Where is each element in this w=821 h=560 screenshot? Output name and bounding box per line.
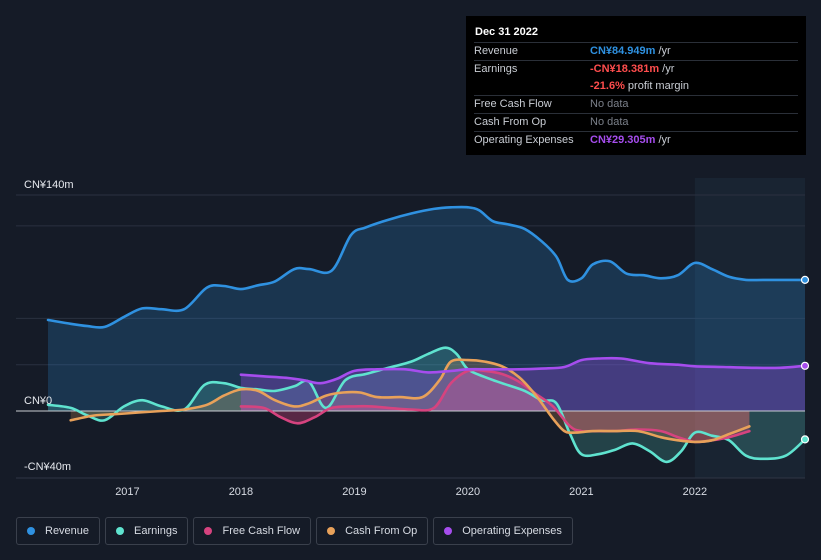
chart-legend: Revenue Earnings Free Cash Flow Cash Fro… — [16, 517, 578, 545]
legend-revenue[interactable]: Revenue — [16, 517, 101, 545]
tooltip-opex-value: CN¥29.305m — [590, 134, 656, 146]
legend-label: Operating Expenses — [462, 525, 562, 537]
tooltip-cfo-value: No data — [590, 116, 629, 128]
tooltip-row-earnings: Earnings -CN¥18.381m /yr — [474, 60, 798, 78]
tooltip-row-revenue: Revenue CN¥84.949m /yr — [474, 42, 798, 60]
series-end-markers — [800, 275, 810, 444]
tooltip-row-free-cash-flow: Free Cash Flow No data — [474, 95, 798, 113]
series-lines — [46, 205, 807, 464]
series-areas — [48, 207, 805, 462]
gridlines — [16, 194, 805, 479]
x-tick-label: 2022 — [683, 486, 707, 498]
y-axis-labels: CN¥140m CN¥0 -CN¥40m — [24, 179, 74, 473]
legend-dot-icon — [27, 527, 35, 535]
legend-earnings[interactable]: Earnings — [105, 517, 189, 545]
legend-label: Revenue — [45, 525, 90, 537]
y-tick-label: CN¥140m — [24, 179, 74, 191]
tooltip-row-cash-from-op: Cash From Op No data — [474, 113, 798, 131]
free-cash-flow-area — [240, 369, 750, 443]
tooltip-label — [474, 78, 590, 95]
data-tooltip: Dec 31 2022 Revenue CN¥84.949m /yr Earni… — [466, 16, 806, 155]
tooltip-label: Earnings — [474, 63, 518, 75]
tooltip-unit: /yr — [655, 45, 671, 57]
tooltip-date: Dec 31 2022 — [475, 26, 538, 38]
cash-from-op-line — [69, 358, 751, 444]
legend-label: Earnings — [134, 525, 178, 537]
y-tick-label: -CN¥40m — [24, 461, 71, 473]
x-tick-label: 2019 — [342, 486, 366, 498]
tooltip-label: Cash From Op — [474, 116, 547, 128]
tooltip-margin-value: -21.6% — [590, 80, 625, 92]
forecast-highlight-band — [694, 178, 805, 478]
revenue-line — [46, 205, 807, 329]
legend-label: Free Cash Flow — [222, 525, 301, 537]
legend-label: Cash From Op — [345, 525, 418, 537]
tooltip-label: Revenue — [474, 45, 519, 57]
legend-dot-icon — [444, 527, 453, 535]
legend-dot-icon — [204, 527, 213, 535]
earnings-end-marker — [800, 435, 810, 444]
tooltip-unit: /yr — [659, 63, 675, 75]
operating-expenses-line — [239, 356, 807, 385]
free-cash-flow-line — [239, 368, 751, 444]
revenue-end-marker — [800, 275, 810, 284]
x-tick-label: 2021 — [569, 486, 593, 498]
y-tick-label: CN¥0 — [24, 395, 52, 407]
x-tick-label: 2017 — [115, 486, 139, 498]
tooltip-revenue-value: CN¥84.949m — [590, 45, 656, 57]
x-axis-labels: 2017 2018 2019 2020 2021 2022 — [115, 486, 707, 498]
tooltip-row-profit-margin: -21.6% profit margin — [474, 78, 798, 95]
cash-from-op-area — [70, 359, 750, 442]
legend-dot-icon — [327, 527, 336, 535]
tooltip-fcf-value: No data — [590, 98, 629, 110]
legend-free-cash-flow[interactable]: Free Cash Flow — [193, 517, 312, 545]
tooltip-unit: profit margin — [624, 80, 690, 92]
legend-dot-icon — [116, 527, 125, 535]
x-tick-label: 2020 — [456, 486, 480, 498]
tooltip-label: Operating Expenses — [474, 134, 574, 146]
tooltip-earnings-value: -CN¥18.381m — [590, 63, 660, 75]
earnings-area — [48, 347, 805, 462]
legend-cash-from-op[interactable]: Cash From Op — [316, 517, 429, 545]
operating-expenses-end-marker — [800, 361, 810, 370]
legend-operating-expenses[interactable]: Operating Expenses — [433, 517, 573, 545]
tooltip-unit: /yr — [655, 134, 671, 146]
revenue-area — [48, 207, 805, 411]
x-tick-label: 2018 — [229, 486, 253, 498]
tooltip-label: Free Cash Flow — [474, 98, 552, 110]
tooltip-row-operating-expenses: Operating Expenses CN¥29.305m /yr — [474, 131, 798, 149]
